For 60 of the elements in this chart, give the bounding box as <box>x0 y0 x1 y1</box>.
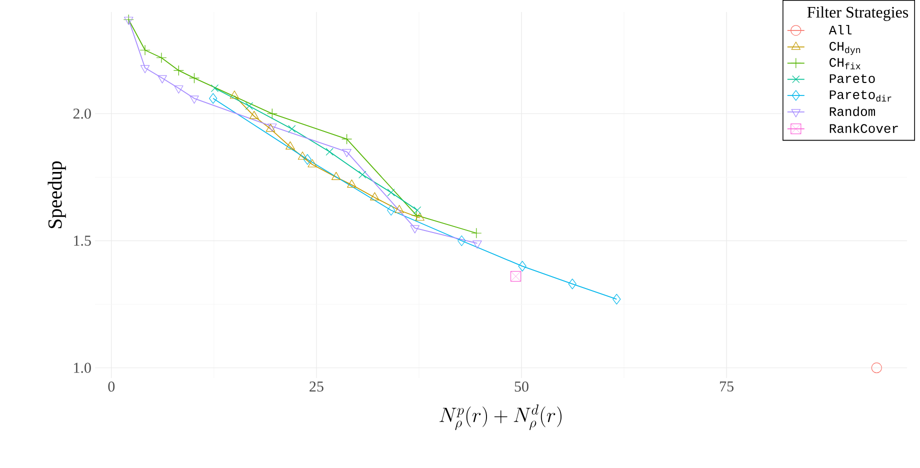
point <box>288 125 296 133</box>
legend-label: Pareto$_{dir}$ <box>830 90 892 102</box>
x-tick-label: 0 <box>108 382 115 392</box>
y-tick-label: 1.5 <box>74 236 91 246</box>
legend-label: Pareto <box>830 74 875 84</box>
legend-label: CH$_{dyn}$ <box>830 42 860 55</box>
point <box>209 93 218 104</box>
point <box>230 90 240 99</box>
point <box>358 170 366 178</box>
point <box>415 212 424 221</box>
point <box>266 108 278 119</box>
point <box>871 362 882 374</box>
point <box>286 141 295 150</box>
point <box>410 225 420 234</box>
point <box>140 65 150 74</box>
point <box>612 294 621 305</box>
point <box>332 172 341 180</box>
point <box>190 96 199 104</box>
point <box>342 148 352 158</box>
point <box>174 85 184 94</box>
point <box>342 134 352 144</box>
point <box>568 278 576 290</box>
point <box>411 210 422 221</box>
legend-label: All <box>828 24 852 34</box>
legend-title: Filter Strategies <box>807 6 908 21</box>
point <box>387 204 396 216</box>
point <box>124 16 134 25</box>
point <box>249 110 259 120</box>
x-tick-label: 75 <box>720 382 734 392</box>
point <box>303 154 312 165</box>
point <box>414 206 422 214</box>
legend-label: RankCover <box>830 123 898 133</box>
point <box>156 52 167 64</box>
point <box>245 102 254 110</box>
point <box>471 228 482 238</box>
y-axis-title: Speedup <box>48 161 66 228</box>
legend-label: CH$_{fix}$ <box>830 58 860 70</box>
legend-label: Random <box>830 106 875 116</box>
point <box>472 240 482 249</box>
point <box>326 148 334 156</box>
point <box>347 180 356 188</box>
point <box>510 271 522 282</box>
x-tick-label: 25 <box>310 382 324 392</box>
point <box>173 65 184 76</box>
point <box>308 159 317 168</box>
point <box>298 152 308 160</box>
x-tick-label: 50 <box>514 382 528 392</box>
point <box>158 75 167 84</box>
point <box>370 192 380 200</box>
y-tick-label: 2.0 <box>73 108 91 119</box>
y-tick-label: 1.0 <box>74 362 91 373</box>
point <box>518 260 526 272</box>
point <box>188 72 200 84</box>
point <box>210 84 219 92</box>
point <box>123 14 134 25</box>
point <box>458 235 466 246</box>
point <box>394 204 404 214</box>
x-axis-title: $N_{\rho}^{p}(r) + N_{\rho}^{d}(r)$ <box>440 404 562 430</box>
point <box>140 44 150 56</box>
point <box>387 188 395 196</box>
